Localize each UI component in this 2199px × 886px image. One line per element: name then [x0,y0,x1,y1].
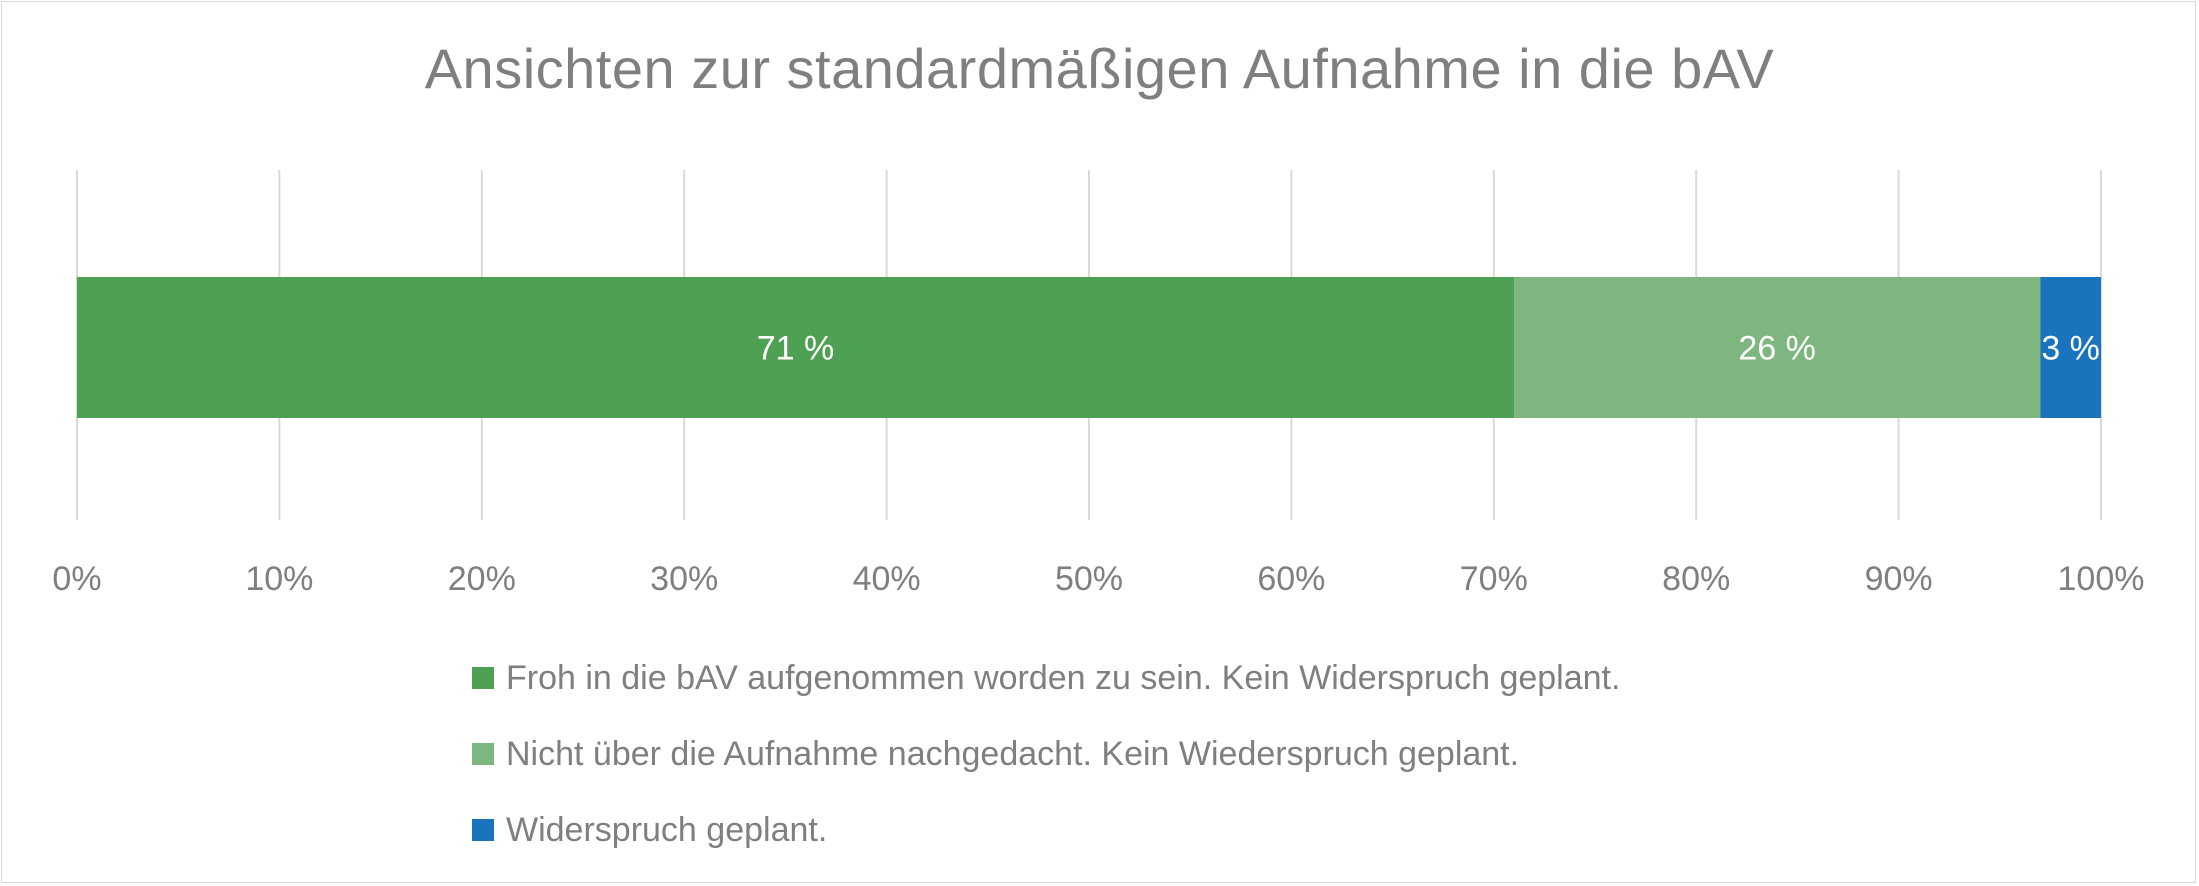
x-tick-label: 60% [1257,560,1325,598]
x-tick-label: 40% [853,560,921,598]
x-tick-label: 30% [650,560,718,598]
legend-item: Froh in die bAV aufgenommen worden zu se… [472,640,1620,716]
x-tick-label: 90% [1865,560,1933,598]
x-tick-label: 0% [52,560,101,598]
bar-segment [1514,277,2041,418]
bar-segment [2040,277,2101,418]
legend-item: Nicht über die Aufnahme nachgedacht. Kei… [472,716,1620,792]
data-label: 3 % [2041,330,2100,368]
x-tick-label: 70% [1460,560,1528,598]
data-label: 71 % [757,330,835,368]
stacked-bar: 71 % 26 % 3 % [77,277,2101,418]
legend-swatch [472,743,494,765]
x-tick-label: 50% [1055,560,1123,598]
x-tick-label: 20% [448,560,516,598]
bar-segment [77,277,1515,418]
chart-title: Ansichten zur standardmäßigen Aufnahme i… [424,37,1775,100]
legend-item: Widerspruch geplant. [472,792,1620,868]
x-tick-label: 10% [245,560,313,598]
legend-swatch [472,819,494,841]
x-axis-ticks: 0% 10% 20% 30% 40% 50% 60% 70% 80% 90% 100% [52,560,2144,598]
legend: Froh in die bAV aufgenommen worden zu se… [472,640,1620,868]
x-tick-label: 80% [1662,560,1730,598]
legend-swatch [472,667,494,689]
legend-label: Froh in die bAV aufgenommen worden zu se… [506,658,1621,697]
legend-label: Widerspruch geplant. [506,810,828,849]
data-label: 26 % [1738,330,1816,368]
x-tick-label: 100% [2058,560,2145,598]
legend-label: Nicht über die Aufnahme nachgedacht. Kei… [506,734,1520,773]
